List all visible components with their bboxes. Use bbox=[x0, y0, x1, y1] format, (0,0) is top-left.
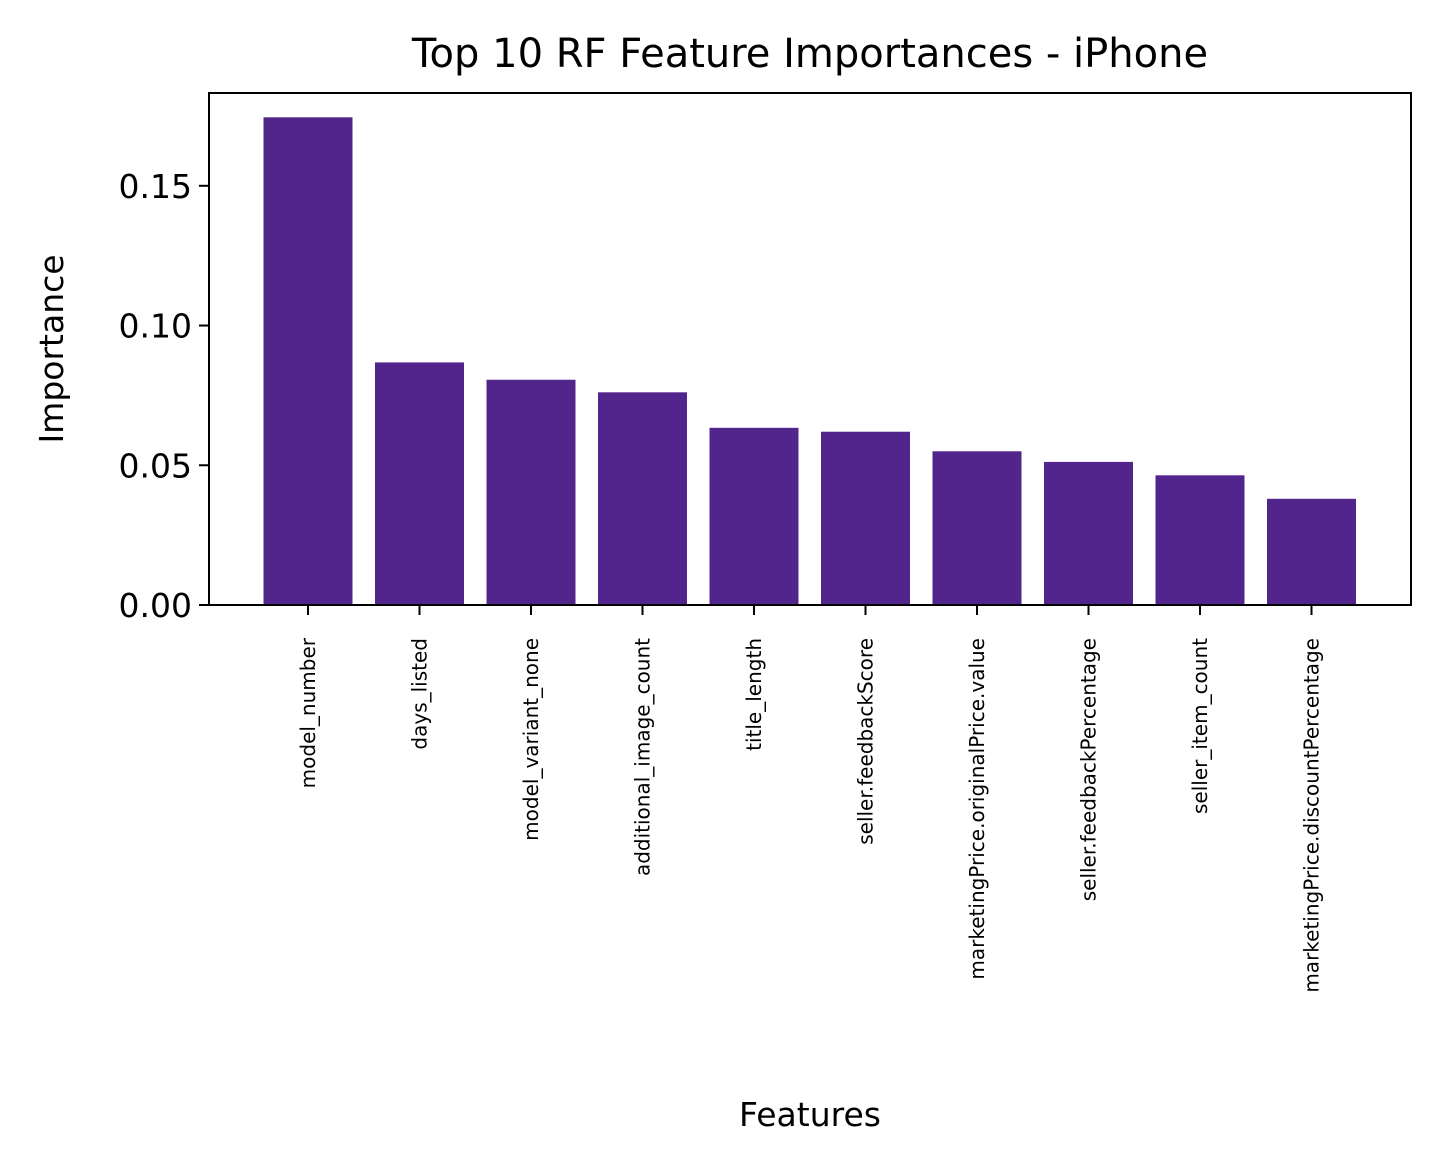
plot-frame bbox=[208, 92, 1412, 606]
y-tick-label: 0.05 bbox=[119, 446, 192, 485]
bars bbox=[263, 117, 1356, 606]
x-axis-ticks: model_number days_listed model_variant_non… bbox=[296, 605, 1324, 993]
bar-seller.feedbackPercentage bbox=[1044, 461, 1133, 605]
bar-seller.feedbackScore bbox=[821, 431, 910, 605]
x-tick-label: seller_item_count bbox=[1188, 638, 1212, 814]
bar-seller_item_count bbox=[1155, 475, 1245, 605]
bar-additional_image_count bbox=[598, 392, 687, 605]
bar-days_listed bbox=[375, 362, 464, 605]
bar-model_variant_none bbox=[486, 379, 576, 605]
x-tick-label: seller.feedbackPercentage bbox=[1077, 638, 1101, 901]
y-axis-ticks: 0.00 0.05 0.10 0.15 bbox=[119, 167, 209, 625]
bar-marketingPrice.discountPercentage bbox=[1267, 498, 1356, 605]
x-tick-label: model_number bbox=[296, 637, 320, 788]
x-tick-label: seller.feedbackScore bbox=[854, 638, 878, 845]
bar-title_length bbox=[709, 427, 799, 605]
x-tick-label: model_variant_none bbox=[519, 638, 543, 841]
y-tick-label: 0.10 bbox=[119, 307, 192, 346]
x-tick-label: marketingPrice.discountPercentage bbox=[1300, 638, 1324, 993]
x-tick-label: days_listed bbox=[408, 638, 432, 750]
x-tick-label: title_length bbox=[742, 638, 766, 751]
y-tick-label: 0.15 bbox=[119, 167, 192, 206]
bar-marketingPrice.originalPrice.value bbox=[932, 451, 1022, 605]
bar-model_number bbox=[263, 117, 353, 606]
y-axis-label: Importance bbox=[32, 254, 71, 443]
x-axis-label: Features bbox=[739, 1095, 881, 1134]
x-tick-label: marketingPrice.originalPrice.value bbox=[965, 638, 989, 980]
x-tick-label: additional_image_count bbox=[631, 638, 655, 876]
y-tick-label: 0.00 bbox=[119, 586, 192, 625]
chart-title: Top 10 RF Feature Importances - iPhone bbox=[411, 31, 1208, 77]
